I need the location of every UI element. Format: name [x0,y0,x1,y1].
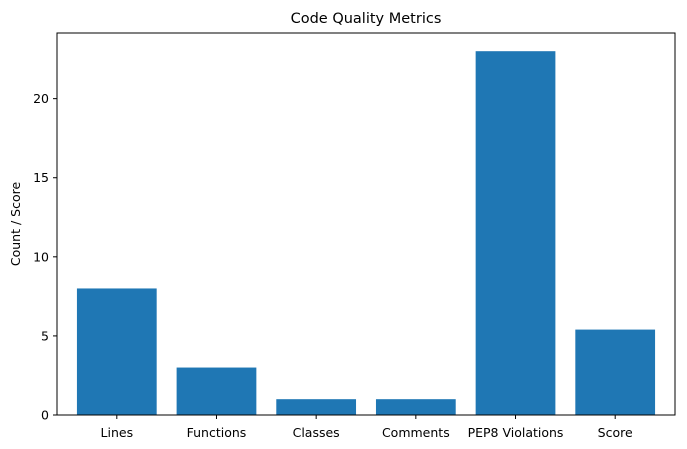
chart-title: Code Quality Metrics [291,11,442,27]
bar-functions [176,367,257,415]
y-tick-label: 20 [33,91,49,106]
y-tick-label: 0 [41,408,49,423]
bar-lines [76,288,157,415]
x-tick-label: Functions [187,425,247,440]
y-tick-label: 10 [33,249,49,264]
plot-frame [56,32,676,416]
bars-layer [76,51,656,415]
x-tick-label: PEP8 Violations [468,425,564,440]
x-tick-label: Classes [293,425,340,440]
y-axis-label: Count / Score [8,182,23,267]
y-axis-ticks: 0 5 10 15 20 [33,91,57,423]
bar-classes [276,399,357,415]
bar-comments [375,399,456,415]
bar-score [575,329,656,415]
x-tick-label: Score [598,425,633,440]
x-tick-label: Lines [101,425,134,440]
x-tick-label: Comments [382,425,450,440]
bar-pep8-violations [475,51,556,415]
y-tick-label: 15 [33,170,49,185]
x-axis-ticks: Lines Functions Classes Comments PEP8 Violat… [101,415,633,440]
y-tick-label: 5 [41,328,49,343]
